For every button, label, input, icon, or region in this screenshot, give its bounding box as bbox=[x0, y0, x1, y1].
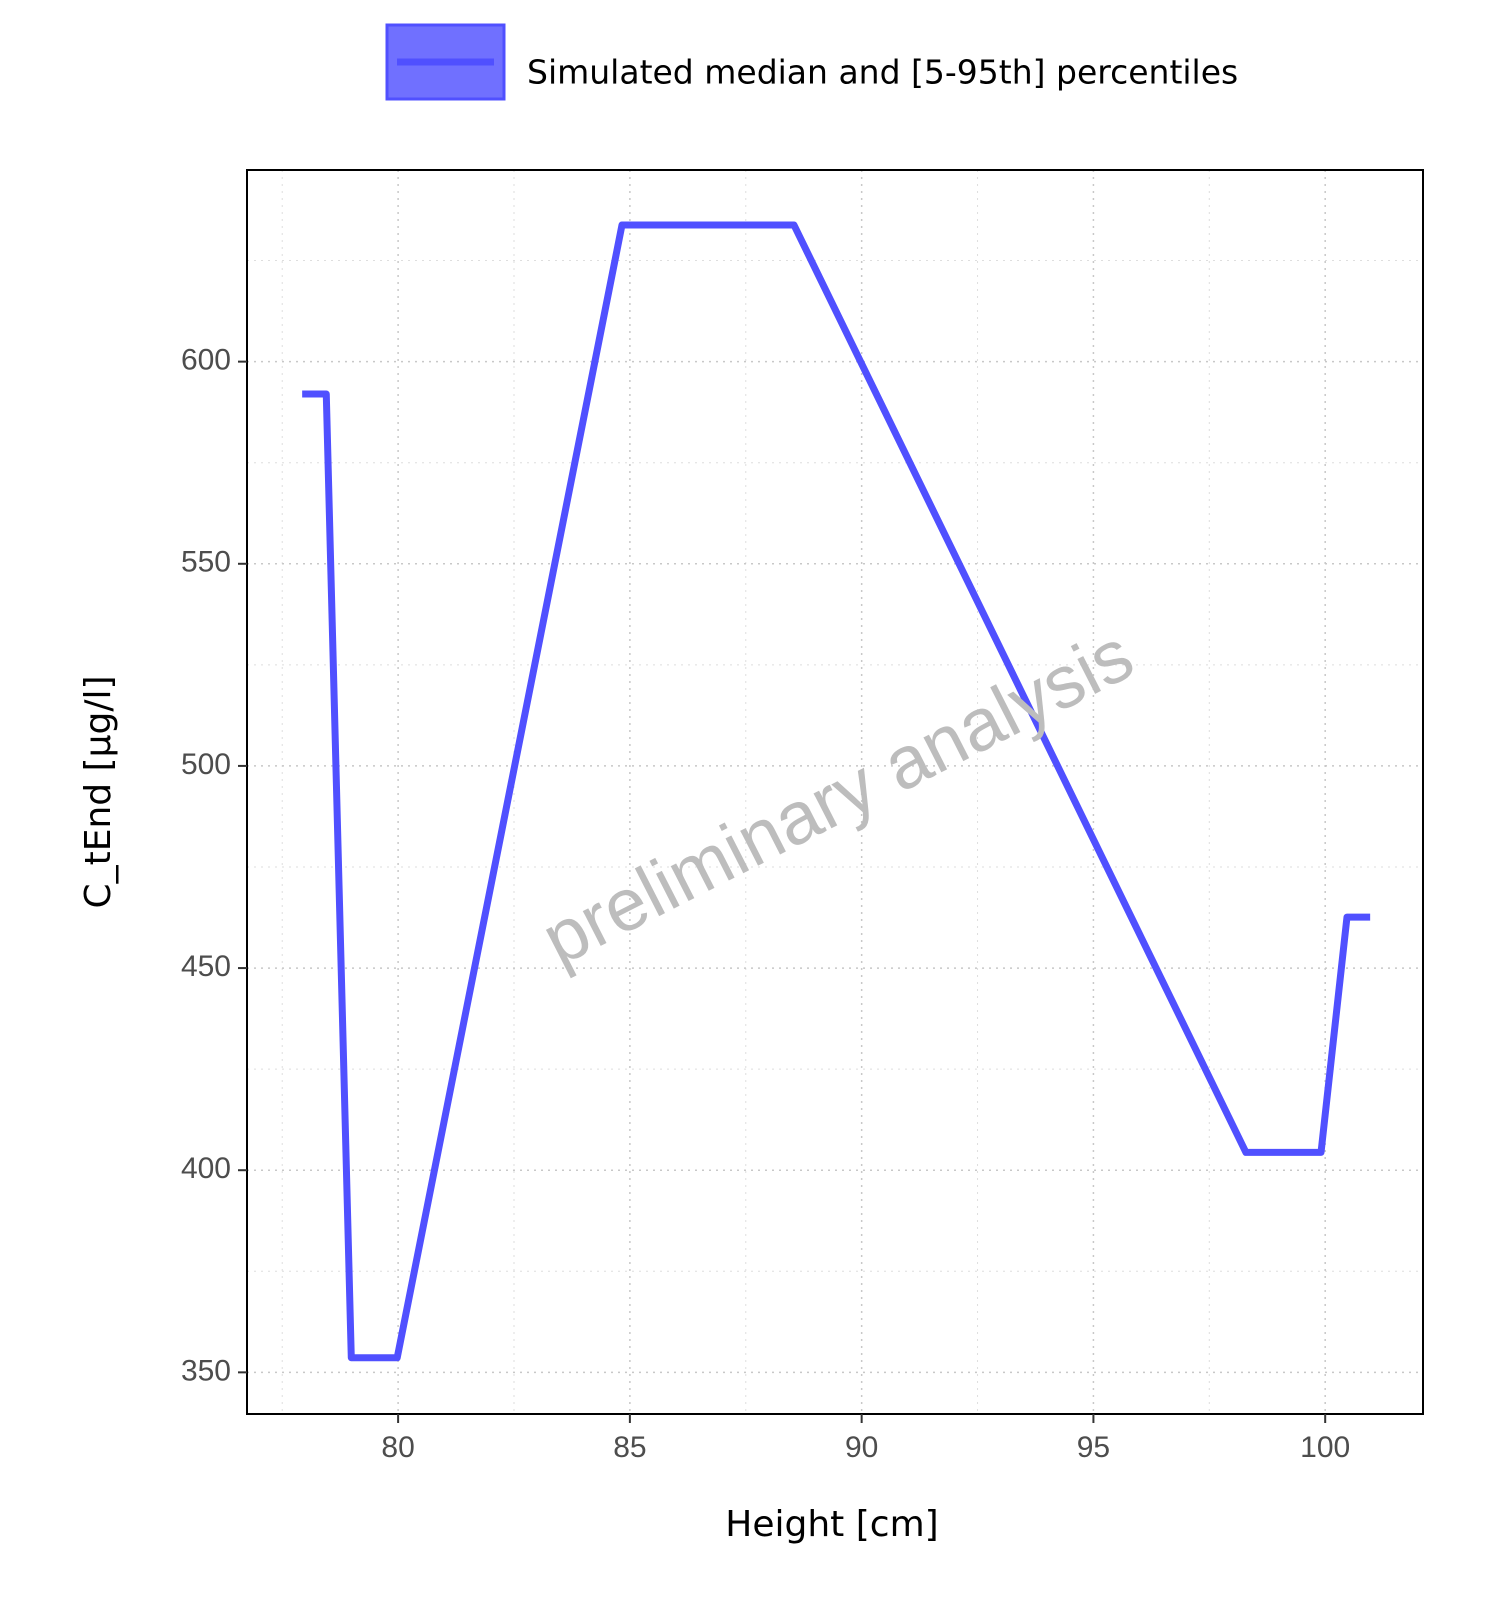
series-line bbox=[302, 221, 1371, 1362]
y-tick-label: 600 bbox=[181, 344, 231, 377]
marks bbox=[302, 221, 1371, 1362]
y-tick-label: 400 bbox=[181, 1152, 231, 1185]
x-tick-label: 90 bbox=[845, 1431, 878, 1464]
grid bbox=[247, 170, 1423, 1414]
x-tick-label: 95 bbox=[1077, 1431, 1110, 1464]
x-tick-label: 100 bbox=[1300, 1431, 1350, 1464]
x-axis-title: Height [cm] bbox=[725, 1504, 938, 1545]
x-tick-label: 80 bbox=[381, 1431, 414, 1464]
x-tick-label: 85 bbox=[613, 1431, 646, 1464]
y-tick-label: 550 bbox=[181, 546, 231, 579]
plot-frame bbox=[246, 169, 1424, 1415]
y-tick-label: 500 bbox=[181, 748, 231, 781]
y-axis-title: C_tEnd [µg/l] bbox=[78, 675, 119, 908]
legend-label: Simulated median and [5-95th] percentile… bbox=[527, 53, 1238, 92]
watermark: preliminary analysis bbox=[529, 612, 1146, 981]
y-tick-label: 450 bbox=[181, 950, 231, 983]
y-tick-label: 350 bbox=[181, 1354, 231, 1387]
